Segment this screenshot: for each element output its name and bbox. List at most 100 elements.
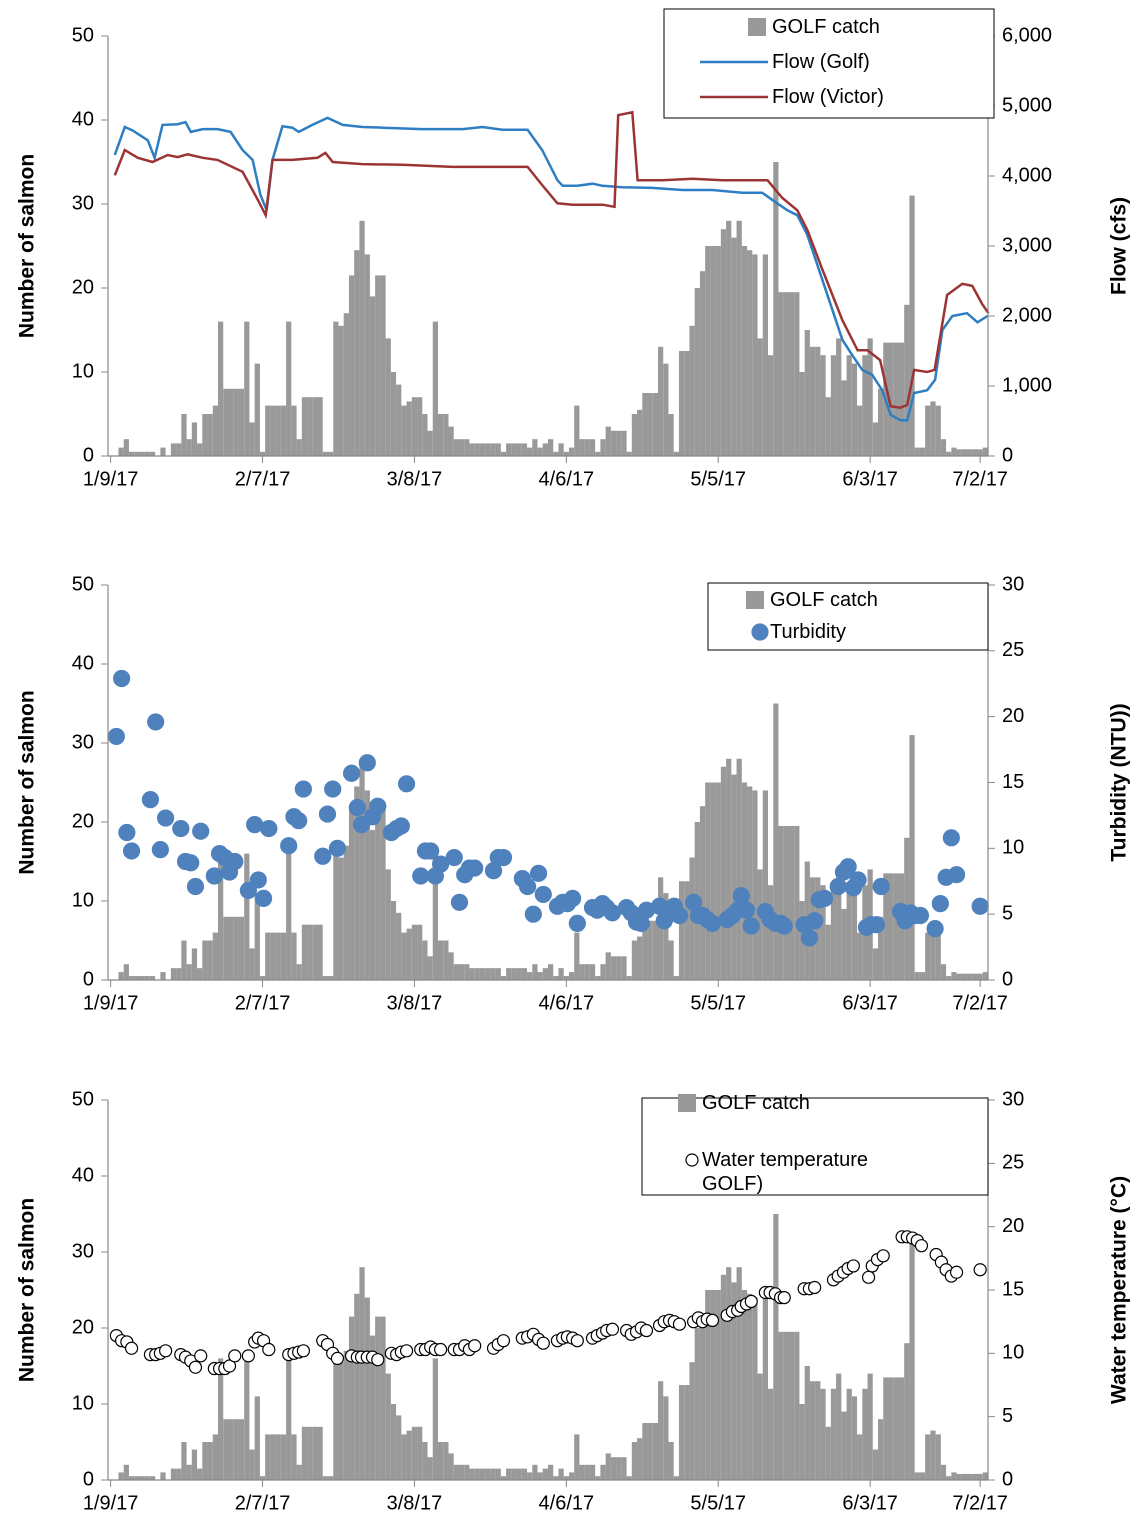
bar: [275, 932, 281, 980]
bar: [291, 932, 297, 980]
bar: [322, 1476, 328, 1480]
scatter-point: [949, 1265, 964, 1279]
bar: [647, 393, 653, 456]
y2-tick-label: 30: [1002, 573, 1024, 595]
bar: [301, 1426, 308, 1480]
bar: [249, 948, 255, 980]
x-tick-label: 1/9/17: [83, 468, 139, 490]
scatter-point: [564, 889, 582, 907]
bar: [815, 346, 821, 456]
bar: [233, 388, 239, 456]
bar: [747, 250, 753, 456]
legend-label-box: Water temperature GOLF): [702, 1149, 868, 1195]
bar: [867, 1373, 873, 1480]
bar: [348, 1316, 355, 1480]
bar: [296, 439, 302, 456]
bar: [715, 782, 721, 980]
scatter-point: [348, 798, 366, 817]
bar: [254, 1396, 260, 1480]
scatter-point: [239, 881, 257, 900]
legend-label-box: Flow (Golf): [772, 51, 870, 73]
bar: [967, 449, 973, 456]
bar: [411, 397, 418, 456]
bar: [511, 968, 517, 980]
bar: [139, 976, 145, 980]
bar: [851, 893, 858, 980]
bar: [233, 916, 239, 980]
bar: [815, 1381, 821, 1480]
legend-label-box: Flow (Victor): [772, 86, 884, 108]
bar: [935, 932, 941, 980]
bar: [893, 1377, 899, 1480]
bar: [328, 451, 334, 456]
bar: [380, 1316, 386, 1480]
bar: [532, 1464, 538, 1480]
bar: [946, 976, 952, 980]
bar: [537, 972, 543, 980]
bar: [270, 932, 276, 980]
bar: [401, 405, 407, 456]
bar: [181, 414, 187, 456]
bar: [280, 932, 287, 980]
bar: [328, 1476, 334, 1480]
bar: [228, 1419, 234, 1480]
bar: [364, 1297, 370, 1480]
scatter-point: [872, 877, 890, 896]
scatter-point: [188, 1360, 203, 1374]
bar: [867, 338, 873, 456]
bar: [747, 1293, 753, 1480]
bar: [621, 1457, 627, 1480]
scatter-point: [846, 1259, 860, 1273]
bar: [930, 1430, 936, 1480]
bar: [218, 321, 224, 456]
bar: [516, 1468, 522, 1480]
bar: [458, 1464, 465, 1480]
scatter-point: [159, 1344, 173, 1358]
scatter-point: [254, 889, 273, 907]
y2-tick-label: 15: [1002, 771, 1024, 793]
bar: [218, 853, 224, 980]
bar: [301, 924, 308, 980]
bar: [406, 928, 412, 980]
bar: [982, 1472, 988, 1480]
bar: [637, 1438, 643, 1480]
scatter-point: [639, 1323, 654, 1338]
bar: [343, 845, 349, 980]
bar: [202, 1442, 208, 1480]
bar: [616, 956, 622, 980]
bar: [794, 1331, 800, 1480]
scatter-point: [260, 819, 278, 838]
bar: [270, 405, 276, 456]
bar: [616, 1457, 622, 1480]
bar: [658, 346, 664, 456]
bar: [563, 976, 569, 980]
bar: [783, 1331, 789, 1480]
bar: [977, 449, 983, 456]
x-tick-label: 6/3/17: [842, 468, 898, 490]
bar: [438, 940, 444, 980]
scatter-point: [186, 877, 205, 896]
bar: [841, 380, 847, 456]
bar: [710, 782, 716, 980]
scatter-point: [468, 1339, 482, 1353]
scatter-point: [324, 780, 342, 798]
bar: [589, 439, 596, 456]
bar: [888, 873, 894, 980]
x-tick-label: 7/2/17: [952, 1492, 1008, 1514]
x-tick-label: 5/5/17: [690, 992, 746, 1014]
bar: [506, 968, 512, 980]
y-tick-label: 50: [72, 573, 94, 595]
bar: [961, 973, 968, 980]
bar: [637, 409, 643, 456]
scatter-point: [318, 805, 337, 823]
bar: [128, 1476, 135, 1480]
y2-tick-label: 20: [1002, 1215, 1024, 1237]
bar: [673, 976, 679, 980]
bar: [511, 443, 517, 456]
bar: [479, 1468, 486, 1480]
x-tick-label: 3/8/17: [387, 1492, 443, 1514]
scatter-point: [568, 914, 586, 932]
bar: [626, 451, 632, 456]
scatter-point: [151, 841, 169, 859]
bar: [946, 1476, 952, 1480]
